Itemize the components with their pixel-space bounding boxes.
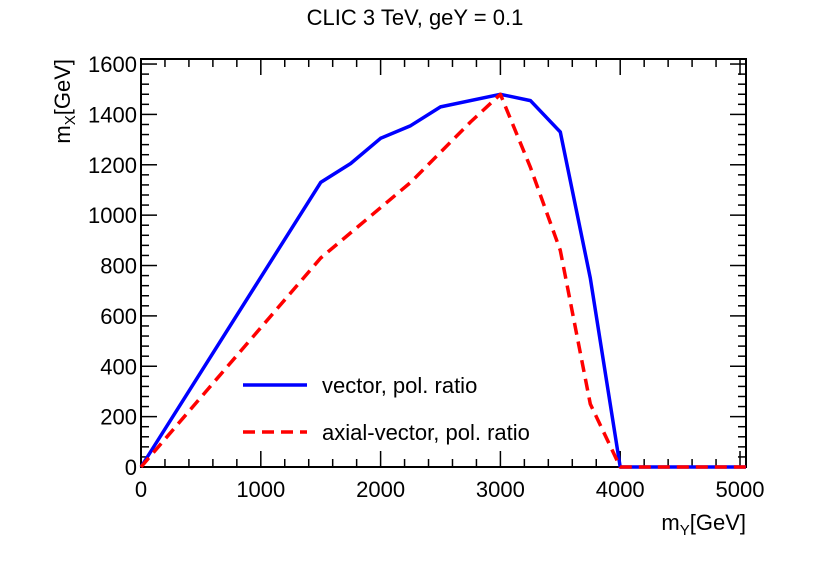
x-tick-label: 4000 (596, 477, 645, 502)
y-axis-label-unit: [GeV] (50, 59, 75, 115)
x-tick-label: 1000 (236, 477, 285, 502)
x-axis-label: mY[GeV] (661, 510, 746, 539)
series-line-2 (139, 92, 746, 469)
y-tick-label: 1400 (88, 102, 137, 127)
y-axis: 0 200 400 600 800 1000 1200 1400 1600 (88, 52, 746, 480)
x-axis-label-unit: [GeV] (690, 510, 746, 535)
legend: vector, pol. ratio axial-vector, pol. rat… (243, 373, 530, 445)
y-tick-label: 1200 (88, 153, 137, 178)
y-tick-label: 400 (100, 354, 137, 379)
series-line-1 (139, 92, 746, 469)
plot-frame (140, 58, 747, 468)
legend-label: vector, pol. ratio (322, 373, 477, 398)
x-axis: 0 1000 2000 3000 4000 5000 (135, 59, 765, 502)
plot-area: 0 1000 2000 3000 4000 5000 0 200 400 600 800 1000 1… (88, 52, 764, 502)
x-tick-label: 3000 (476, 477, 525, 502)
x-axis-label-base: m (661, 510, 679, 535)
y-tick-label: 600 (100, 304, 137, 329)
y-tick-label: 800 (100, 254, 137, 279)
legend-label: axial-vector, pol. ratio (322, 420, 530, 445)
y-tick-label: 200 (100, 405, 137, 430)
series-group (139, 92, 746, 469)
y-axis-label-base: m (50, 125, 75, 143)
chart-title: CLIC 3 TeV, geY = 0.1 (307, 5, 524, 30)
x-tick-label: 0 (135, 477, 147, 502)
y-tick-label: 1000 (88, 203, 137, 228)
y-tick-label: 1600 (88, 52, 137, 77)
y-axis-label: mX[GeV] (50, 59, 79, 144)
x-tick-label: 2000 (356, 477, 405, 502)
x-tick-label: 5000 (716, 477, 765, 502)
y-tick-label: 0 (125, 455, 137, 480)
x-axis-label-sub: Y (680, 522, 690, 539)
y-axis-label-sub: X (62, 115, 79, 125)
